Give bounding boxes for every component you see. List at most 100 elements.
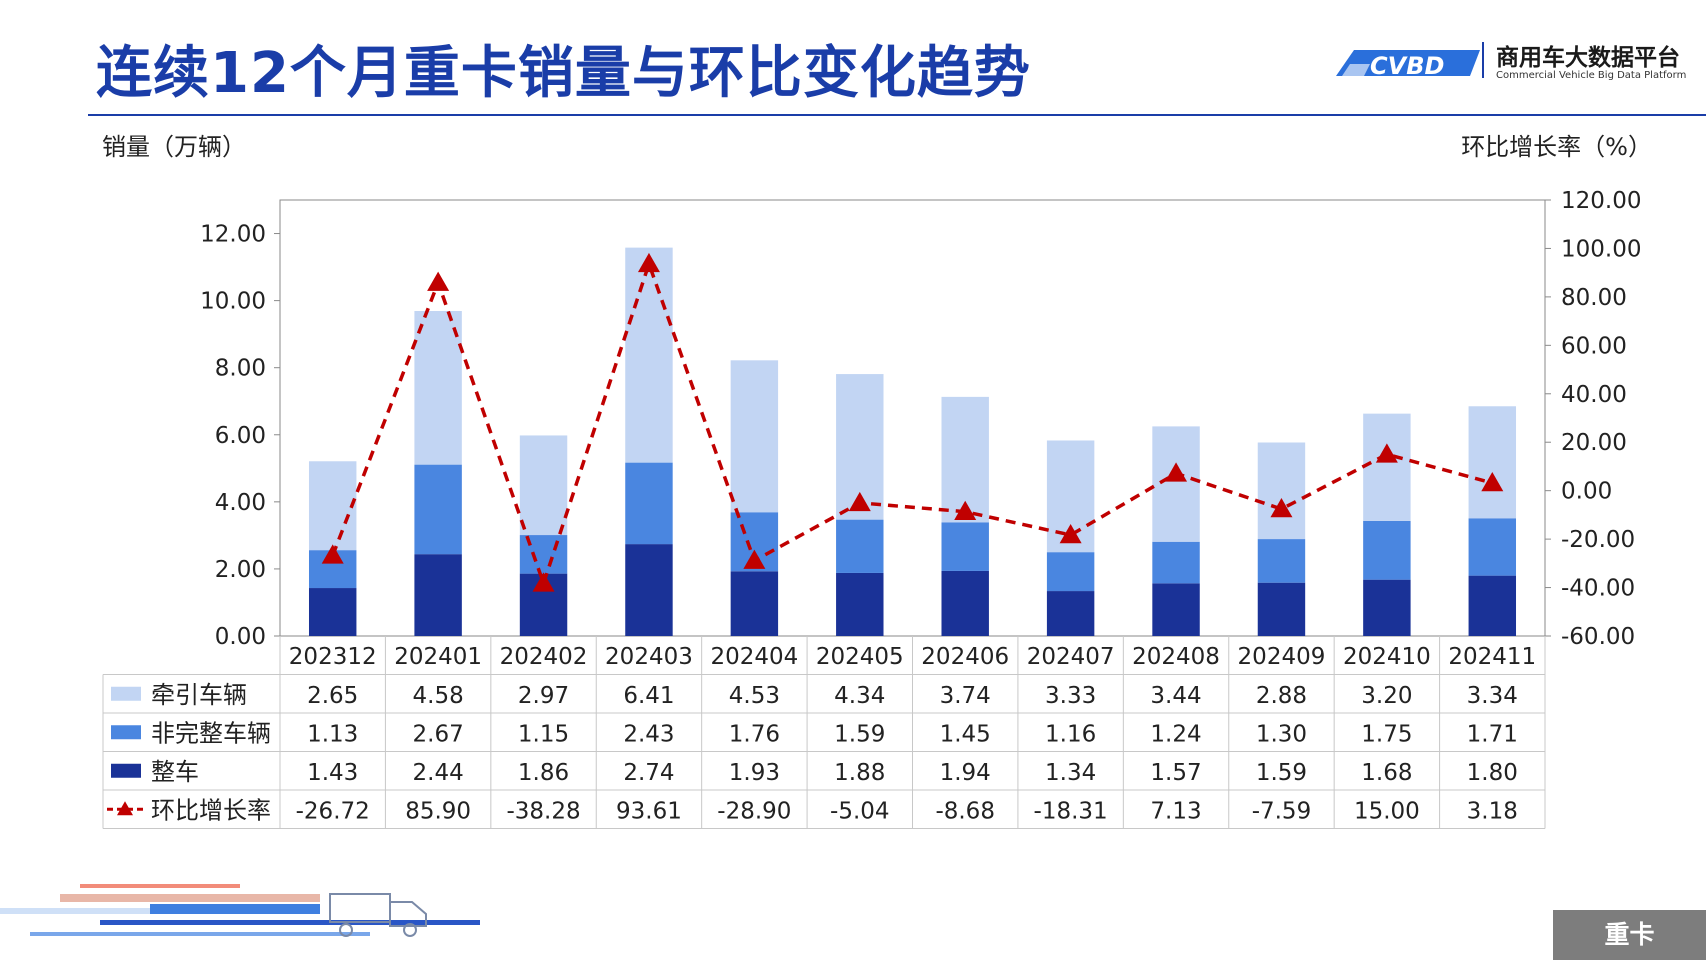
bar-segment: [414, 554, 462, 636]
table-value-cell: -7.59: [1252, 798, 1312, 824]
category-tag: 重卡: [1553, 910, 1706, 960]
bar-segment: [308, 588, 357, 636]
logo-divider: [1482, 42, 1484, 78]
table-value-cell: 1.59: [1256, 760, 1307, 786]
mom-point: [1059, 524, 1082, 544]
bar-segment: [941, 570, 989, 636]
bar-segment: [1046, 591, 1095, 636]
bar-segment: [836, 572, 884, 636]
table-value-cell: 1.80: [1467, 760, 1518, 786]
mom-point: [532, 572, 555, 592]
page-title: 连续12个月重卡销量与环比变化趋势: [96, 41, 1031, 106]
right-tick-label: -20.00: [1561, 527, 1635, 553]
table-value-cell: 4.53: [729, 683, 780, 709]
right-tick-label: 80.00: [1561, 285, 1627, 311]
table-value-cell: -18.31: [1034, 798, 1108, 824]
bar-segment: [1468, 575, 1517, 636]
table-value-cell: 15.00: [1354, 798, 1420, 824]
mom-point: [1270, 498, 1293, 518]
mom-point: [321, 544, 344, 564]
table-value-cell: 85.90: [405, 798, 471, 824]
table-value-cell: -26.72: [296, 798, 370, 824]
plot-frame: [279, 199, 1546, 637]
bar-segment: [1257, 539, 1306, 583]
table-value-cell: 1.34: [1045, 760, 1096, 786]
logo-subtitle: Commercial Vehicle Big Data Platform: [1496, 70, 1687, 81]
bar-segment: [414, 311, 462, 465]
bar-segment: [414, 464, 462, 555]
table-header-cell: 202312: [289, 644, 377, 670]
left-tick-label: 2.00: [215, 557, 266, 583]
table-value-cell: -28.90: [717, 798, 791, 824]
truck-decoration-icon: [0, 884, 480, 937]
bar-segment: [1046, 552, 1095, 592]
bar-segment: [308, 461, 357, 551]
right-tick-label: 0.00: [1561, 479, 1612, 505]
table-value-cell: 1.94: [940, 760, 991, 786]
table-value-cell: -38.28: [506, 798, 580, 824]
bar-segment: [625, 544, 673, 636]
table-value-cell: 1.15: [518, 721, 569, 747]
legend-label: 牵引车辆: [151, 681, 247, 709]
table-value-cell: 1.88: [834, 760, 885, 786]
table-value-cell: 4.58: [413, 683, 464, 709]
bar-segment: [1363, 579, 1411, 636]
legend-label: 整车: [151, 758, 199, 786]
left-tick-label: 6.00: [215, 423, 266, 449]
table-value-cell: 3.33: [1045, 683, 1096, 709]
left-axis-label: 销量（万辆）: [102, 133, 246, 161]
table-value-cell: 2.97: [518, 683, 569, 709]
table-value-cell: 1.30: [1256, 721, 1307, 747]
table-value-cell: 1.93: [729, 760, 780, 786]
table-value-cell: 1.71: [1467, 721, 1518, 747]
bar-segment: [1152, 541, 1200, 584]
table-header-cell: 202406: [921, 644, 1009, 670]
left-tick-label: 12.00: [200, 222, 266, 248]
right-tick-label: 40.00: [1561, 382, 1627, 408]
truck-logo-icon: CVBD: [1336, 50, 1480, 80]
table-header-cell: 202407: [1027, 644, 1115, 670]
right-tick-label: -40.00: [1561, 576, 1635, 602]
bar-segment: [1363, 520, 1411, 580]
bar-segment: [625, 462, 673, 545]
bar-segment: [519, 435, 568, 536]
legend-swatch: [111, 725, 141, 740]
table-value-cell: 2.67: [413, 721, 464, 747]
table-value-cell: 6.41: [623, 683, 674, 709]
mom-point: [1375, 443, 1398, 463]
table-value-cell: 2.43: [623, 721, 674, 747]
right-tick-label: 120.00: [1561, 188, 1641, 214]
table-header-cell: 202401: [394, 644, 482, 670]
table-value-cell: 1.59: [834, 721, 885, 747]
table-value-cell: 3.18: [1467, 798, 1518, 824]
table-value-cell: 1.45: [940, 721, 991, 747]
left-tick-label: 10.00: [200, 289, 266, 315]
mom-point: [637, 252, 660, 273]
right-tick-label: -60.00: [1561, 624, 1635, 650]
table-header-cell: 202409: [1238, 644, 1326, 670]
bar-segment: [1468, 518, 1517, 576]
bar-segment: [730, 571, 779, 636]
table-value-cell: 1.57: [1150, 760, 1201, 786]
bar-segment: [1257, 582, 1306, 636]
bar-segment: [941, 522, 989, 571]
table-value-cell: 93.61: [616, 798, 682, 824]
table-value-cell: 2.44: [413, 760, 464, 786]
table-value-cell: 1.24: [1150, 721, 1201, 747]
mom-point: [954, 500, 977, 520]
legend-swatch: [111, 763, 141, 778]
table-value-cell: 3.74: [940, 683, 991, 709]
left-tick-label: 4.00: [215, 490, 266, 516]
table-header-cell: 202405: [816, 644, 904, 670]
bar-segment: [1152, 426, 1200, 542]
bar-segment: [1152, 583, 1200, 636]
table-header-cell: 202411: [1448, 644, 1536, 670]
table-value-cell: 2.88: [1256, 683, 1307, 709]
table-header-cell: 202403: [605, 644, 693, 670]
bar-segment: [1363, 413, 1411, 521]
mom-line: [331, 258, 1493, 589]
table-value-cell: 3.20: [1361, 683, 1412, 709]
title-underline: [88, 114, 1706, 116]
table-value-cell: 1.76: [729, 721, 780, 747]
